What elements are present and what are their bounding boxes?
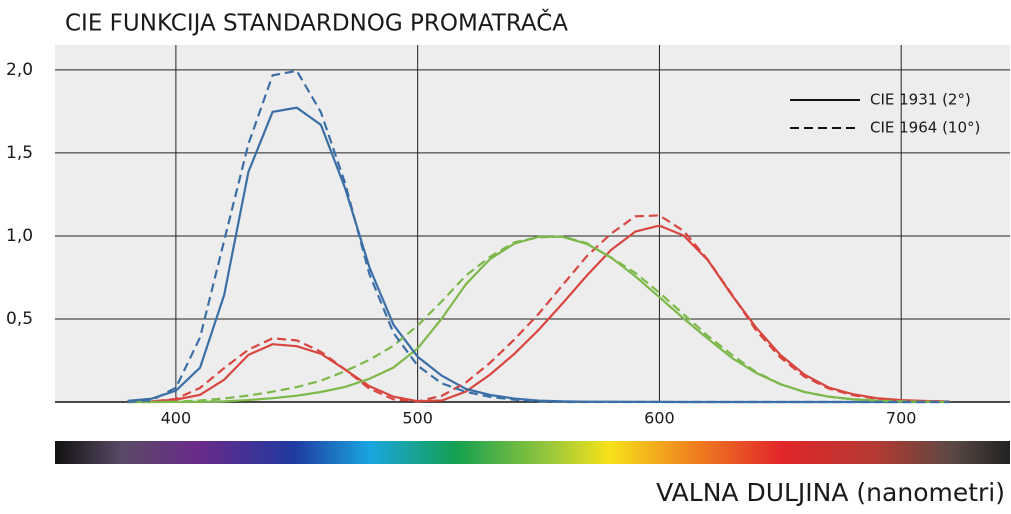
legend-label: CIE 1931 (2°) xyxy=(870,91,971,109)
x-tick-label: 400 xyxy=(161,409,192,428)
y-tick-label: 1,5 xyxy=(6,143,33,163)
plot-area xyxy=(55,45,1010,402)
x-axis-label: VALNA DULJINA (nanometri) xyxy=(656,478,1005,507)
chart-title: CIE FUNKCIJA STANDARDNOG PROMATRAČA xyxy=(65,9,568,37)
y-tick-label: 0,5 xyxy=(6,309,33,329)
line-series xyxy=(127,214,950,404)
legend-label: CIE 1964 (10°) xyxy=(870,119,980,137)
x-tick-label: 600 xyxy=(644,409,675,428)
line-series xyxy=(127,69,950,404)
spectrum-bar xyxy=(55,441,1010,464)
line-series xyxy=(127,224,950,403)
y-tick-label: 1,0 xyxy=(6,226,33,246)
y-tick-label: 2,0 xyxy=(6,60,33,80)
x-tick-label: 500 xyxy=(402,409,433,428)
x-tick-label: 700 xyxy=(886,409,917,428)
line-series xyxy=(127,235,950,404)
